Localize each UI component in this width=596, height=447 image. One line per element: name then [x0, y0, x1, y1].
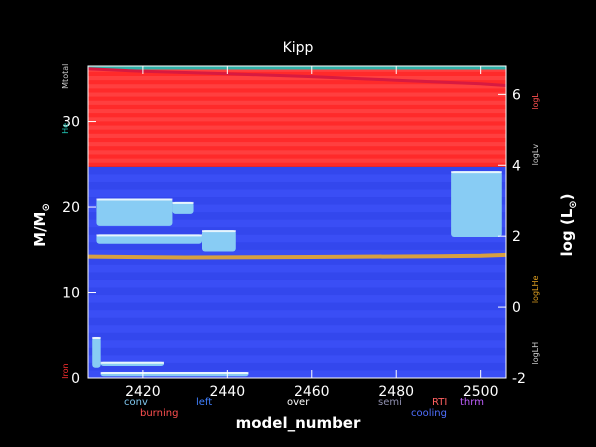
x-tick-label: 2500	[463, 384, 499, 400]
x-tick-label: 2420	[125, 384, 161, 400]
red-band	[88, 125, 506, 130]
legend-item: left	[196, 397, 212, 408]
y-axis-label-sub: ⊙	[41, 203, 52, 211]
blue-band	[88, 166, 506, 175]
y-tick-label: 20	[62, 200, 80, 216]
convective-edge	[451, 171, 502, 174]
red-band	[88, 67, 506, 72]
convective-region	[202, 230, 236, 252]
red-band	[88, 100, 506, 105]
red-band	[88, 158, 506, 163]
left-side-label: Mtotal	[61, 64, 70, 89]
y-tick-label: 10	[62, 286, 80, 302]
convective-region	[96, 198, 173, 226]
blue-band	[88, 272, 506, 280]
convective-region	[92, 336, 101, 368]
y2-tick-label: 2	[512, 229, 521, 245]
y-axis-label: M/M⊙	[31, 203, 52, 247]
red-band	[88, 75, 506, 81]
y-tick-label: 30	[62, 115, 80, 131]
blue-band	[88, 242, 506, 250]
series-he-core	[87, 252, 507, 260]
right-side-label-text: logLv	[531, 144, 540, 166]
red-band	[88, 92, 506, 97]
convective-edge	[100, 361, 164, 364]
y2-tick-label: 6	[512, 87, 521, 103]
x-tick-label: 2440	[210, 384, 246, 400]
convective-region	[451, 171, 502, 237]
legend-item: over	[287, 397, 310, 408]
side-labels: Mtotal He Iron logL logLv logLHe logLH	[61, 64, 540, 379]
left-side-label: He	[61, 123, 70, 134]
legend-item: thrm	[460, 397, 484, 408]
red-band	[88, 117, 506, 122]
blue-band	[88, 302, 506, 311]
legend-item: semi	[378, 397, 402, 408]
svg-text:M/M⊙: M/M⊙	[31, 203, 52, 247]
blue-band	[88, 287, 506, 296]
legend: conv left over semi RTI thrm burning cooling	[124, 397, 484, 419]
blue-band	[88, 362, 506, 371]
legend-item: burning	[140, 408, 178, 419]
convective-edge	[96, 198, 173, 201]
y2-axis-label-main: log (L	[558, 208, 576, 256]
convective-edge	[96, 234, 202, 237]
right-side-label-text: logLHe	[531, 275, 540, 303]
chart-title: Kipp	[283, 40, 314, 56]
convective-edge	[202, 230, 236, 233]
y2-axis-label-sub: ⊙	[568, 200, 579, 208]
convective-edge	[100, 372, 249, 375]
blue-band	[88, 257, 506, 265]
plot-area	[88, 66, 506, 378]
red-band	[88, 109, 506, 114]
convective-edge	[92, 336, 101, 339]
blue-band	[88, 317, 506, 326]
convective-edge	[172, 201, 194, 204]
legend-item: RTI	[432, 397, 447, 408]
blue-band	[88, 332, 506, 341]
svg-text:log (L⊙): log (L⊙)	[558, 193, 579, 256]
right-side-label: logLH	[531, 342, 540, 365]
red-band	[88, 84, 506, 89]
y2-tick-label: 4	[512, 158, 521, 174]
blue-band	[88, 212, 506, 220]
blue-band	[88, 347, 506, 356]
x-tick-label: 2460	[294, 384, 330, 400]
left-side-label-text: Mtotal	[61, 64, 70, 89]
blue-band	[88, 181, 506, 190]
right-side-label-text: logLH	[531, 342, 540, 365]
y-tick-label: 0	[71, 371, 80, 387]
x-tick-label: 2480	[378, 384, 414, 400]
ticks-layer: 2420 2440 2460 2480 2500 0 10 20 30 -2 0 2 4 6	[62, 66, 526, 400]
y2-tick-label: 0	[512, 300, 521, 316]
legend-item: conv	[124, 397, 148, 408]
y-axis-label-main: M/M	[31, 212, 49, 247]
right-side-label: logLHe	[531, 275, 540, 303]
red-band	[88, 133, 506, 138]
red-band	[88, 150, 506, 155]
left-side-label: Iron	[61, 363, 70, 378]
y2-axis-label-close: )	[558, 193, 576, 200]
right-side-label: logL	[531, 93, 540, 110]
blue-band	[88, 227, 506, 235]
y2-axis-label: log (L⊙)	[558, 193, 579, 256]
right-side-label-text: logL	[531, 93, 540, 110]
y2-tick-label: -2	[512, 371, 526, 387]
blue-band	[88, 197, 506, 205]
red-band	[88, 142, 506, 147]
right-side-label: logLv	[531, 144, 540, 166]
left-side-label-text: Iron	[61, 363, 70, 378]
legend-item: cooling	[411, 408, 447, 419]
left-side-label-text: He	[61, 123, 70, 134]
convective-region	[172, 201, 194, 214]
plot-frame	[87, 65, 507, 379]
x-axis-label: model_number	[236, 414, 361, 432]
convective-region	[96, 234, 202, 244]
